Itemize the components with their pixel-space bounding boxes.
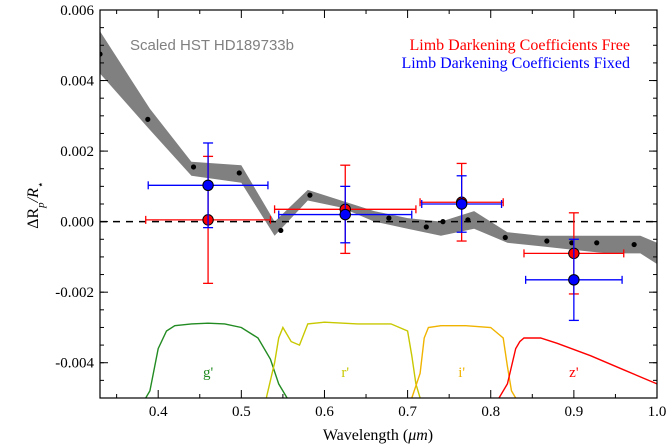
x-tick-label-0: 0.4 <box>149 404 168 420</box>
x-tick-label-5: 0.9 <box>564 404 583 420</box>
hst-point-13 <box>569 240 575 246</box>
filter-bands <box>145 321 657 398</box>
y-axis-title-sub-p: p <box>35 202 47 209</box>
hst-point-14 <box>594 240 600 246</box>
hst-band <box>100 31 657 265</box>
band-curve-2 <box>411 325 517 398</box>
x-axis-title: Wavelength (μm) <box>323 427 433 444</box>
hst-point-5 <box>307 192 313 198</box>
x-tick-label-2: 0.6 <box>315 404 334 420</box>
y-tick-label-5: 0.006 <box>60 3 94 19</box>
x-axis-title-close: ) <box>428 427 433 444</box>
series-1-point-2 <box>455 198 468 210</box>
y-axis-title-div: /R <box>25 188 42 203</box>
x-tick-label-6: 1.0 <box>648 404 667 420</box>
y-tick-label-1: -0.002 <box>55 285 94 301</box>
y-tick-label-2: 0.000 <box>60 215 94 231</box>
series-1-point-0 <box>202 179 214 192</box>
series-1-point-3 <box>568 274 580 286</box>
series-1 <box>147 142 623 322</box>
band-label-3: z' <box>569 365 579 381</box>
hst-point-8 <box>423 224 429 230</box>
y-axis-title-delta: ΔR <box>25 208 42 229</box>
x-axis-title-unit: μm <box>407 427 428 444</box>
x-tick-label-4: 0.8 <box>481 404 500 420</box>
y-tick-label-3: 0.002 <box>60 144 94 160</box>
y-tick-label-4: 0.004 <box>60 74 94 90</box>
hst-point-4 <box>278 227 284 234</box>
plot-content <box>100 31 657 398</box>
series-1-point-1 <box>339 208 351 221</box>
hst-point-15 <box>631 241 637 248</box>
y-tick-label-0: -0.004 <box>55 356 94 372</box>
hst-point-12 <box>544 238 550 244</box>
hst-point-0 <box>100 51 103 57</box>
y-axis-title-sub-star: ⋆ <box>35 181 47 188</box>
y-axis-title: ΔRp/R⋆ <box>25 181 47 229</box>
band-curve-0 <box>145 322 288 398</box>
measurement-series <box>145 142 625 322</box>
band-curve-3 <box>498 337 657 398</box>
band-curve-1 <box>265 321 421 398</box>
hst-point-1 <box>145 116 151 122</box>
legend-fixed: Limb Darkening Coefficients Fixed <box>401 55 630 72</box>
legend-free: Limb Darkening Coefficients Free <box>409 37 630 54</box>
y-axis: -0.004 -0.002 0.000 0.002 0.004 0.006 <box>55 3 657 399</box>
x-tick-label-1: 0.5 <box>232 404 251 420</box>
hst-label: Scaled HST HD189733b <box>130 37 294 54</box>
hst-point-3 <box>236 170 242 176</box>
x-axis-title-text: Wavelength ( <box>323 427 408 444</box>
filter-band-labels: g' r' i' z' <box>203 365 579 381</box>
hst-point-11 <box>502 234 508 241</box>
hst-point-7 <box>386 215 392 221</box>
x-axis: 0.4 0.5 0.6 0.7 0.8 0.9 1.0 <box>116 10 667 420</box>
band-label-1: r' <box>341 365 349 381</box>
band-label-2: i' <box>458 365 465 381</box>
x-tick-label-3: 0.7 <box>398 404 417 420</box>
band-label-0: g' <box>203 365 214 381</box>
hst-point-2 <box>190 164 197 170</box>
